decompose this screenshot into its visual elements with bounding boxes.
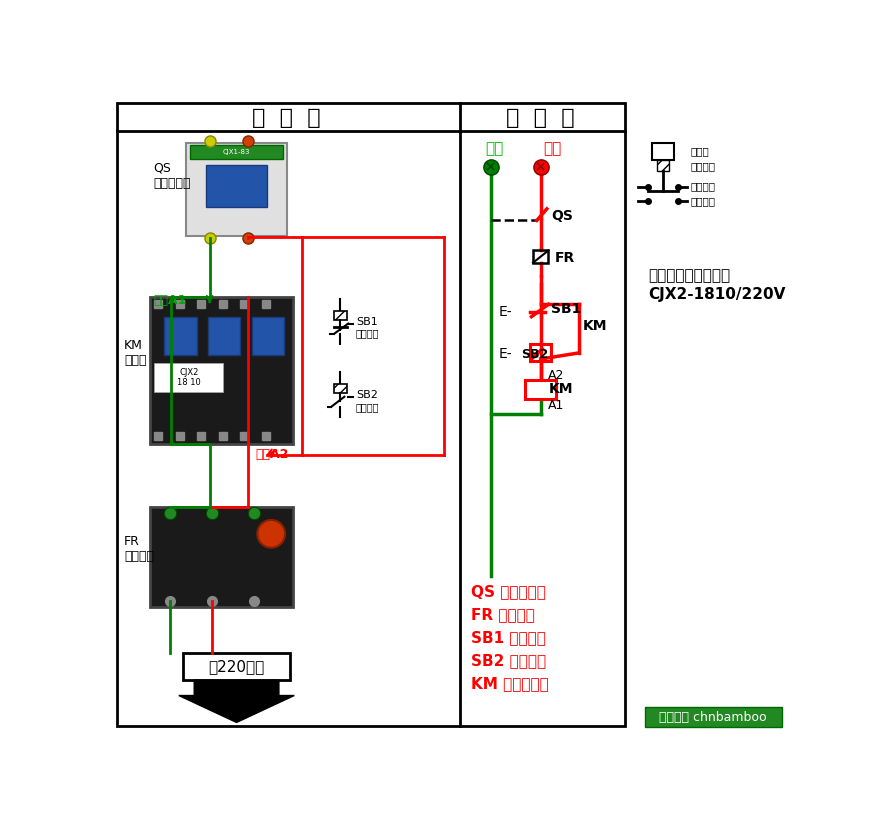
Text: 按钮帽: 按钮帽 (691, 146, 709, 156)
Bar (187, 143, 286, 236)
Bar (164, 317, 196, 356)
Bar (657, 160, 669, 171)
Text: KM 交流接触器: KM 交流接触器 (471, 677, 549, 691)
Text: FR 热继电器: FR 热继电器 (471, 607, 535, 622)
Text: SB2: SB2 (356, 390, 378, 400)
Bar (533, 250, 549, 263)
Text: 复位弹簧: 复位弹簧 (691, 160, 716, 170)
Text: 零线: 零线 (485, 142, 504, 156)
Circle shape (257, 520, 285, 547)
Text: QS
空气断路器: QS 空气断路器 (154, 162, 191, 190)
Text: 注：交流接触器选用: 注：交流接触器选用 (648, 268, 731, 283)
Text: SB2: SB2 (521, 348, 549, 361)
Bar (334, 384, 347, 393)
Bar (182, 653, 291, 680)
Text: SB1 停止按钮: SB1 停止按钮 (471, 630, 546, 645)
Bar (530, 344, 551, 360)
Text: KM: KM (583, 319, 607, 333)
Bar (150, 297, 292, 444)
Text: 实  物  图: 实 物 图 (252, 108, 321, 128)
Bar (150, 507, 292, 607)
Text: A2: A2 (549, 370, 565, 383)
Text: 线圈A2: 线圈A2 (256, 448, 289, 461)
Text: CJX2-1810/220V: CJX2-1810/220V (648, 287, 786, 302)
Text: 常开触头: 常开触头 (691, 196, 716, 207)
Text: 百度知道 chnbamboo: 百度知道 chnbamboo (660, 710, 767, 723)
Text: QS: QS (551, 209, 573, 223)
Bar (154, 363, 223, 392)
Text: E-: E- (499, 347, 512, 361)
Text: KM: KM (549, 382, 573, 396)
Text: 原  理  图: 原 理 图 (507, 108, 575, 128)
Text: QS 空气断路器: QS 空气断路器 (471, 584, 546, 599)
Text: SB1: SB1 (551, 302, 582, 316)
Bar (334, 310, 347, 320)
Text: 停止按钮: 停止按钮 (356, 328, 380, 338)
Text: SB1: SB1 (356, 317, 378, 327)
Text: CJX1-83: CJX1-83 (223, 149, 251, 155)
Text: 常闭触头: 常闭触头 (691, 182, 716, 192)
Text: CJX2
18 10: CJX2 18 10 (177, 368, 201, 387)
Bar (205, 165, 268, 207)
Text: 火线: 火线 (543, 142, 561, 156)
Bar (190, 145, 283, 159)
Text: 接220电机: 接220电机 (208, 658, 265, 674)
Bar (645, 707, 781, 727)
Bar (117, 103, 625, 727)
Text: SB2 启动按钮: SB2 启动按钮 (471, 653, 547, 668)
Polygon shape (179, 680, 294, 723)
Text: 启动按钮: 启动按钮 (356, 402, 380, 412)
Bar (653, 143, 674, 160)
Bar (252, 317, 284, 356)
Bar (208, 317, 240, 356)
Bar (525, 379, 557, 399)
Text: KM
接触器: KM 接触器 (124, 339, 147, 367)
Text: A1: A1 (549, 398, 565, 412)
Text: FR: FR (555, 251, 575, 265)
Text: 线圈A1: 线圈A1 (154, 294, 187, 307)
Text: E-: E- (499, 305, 512, 319)
Text: FR
热继电器: FR 热继电器 (124, 535, 154, 563)
